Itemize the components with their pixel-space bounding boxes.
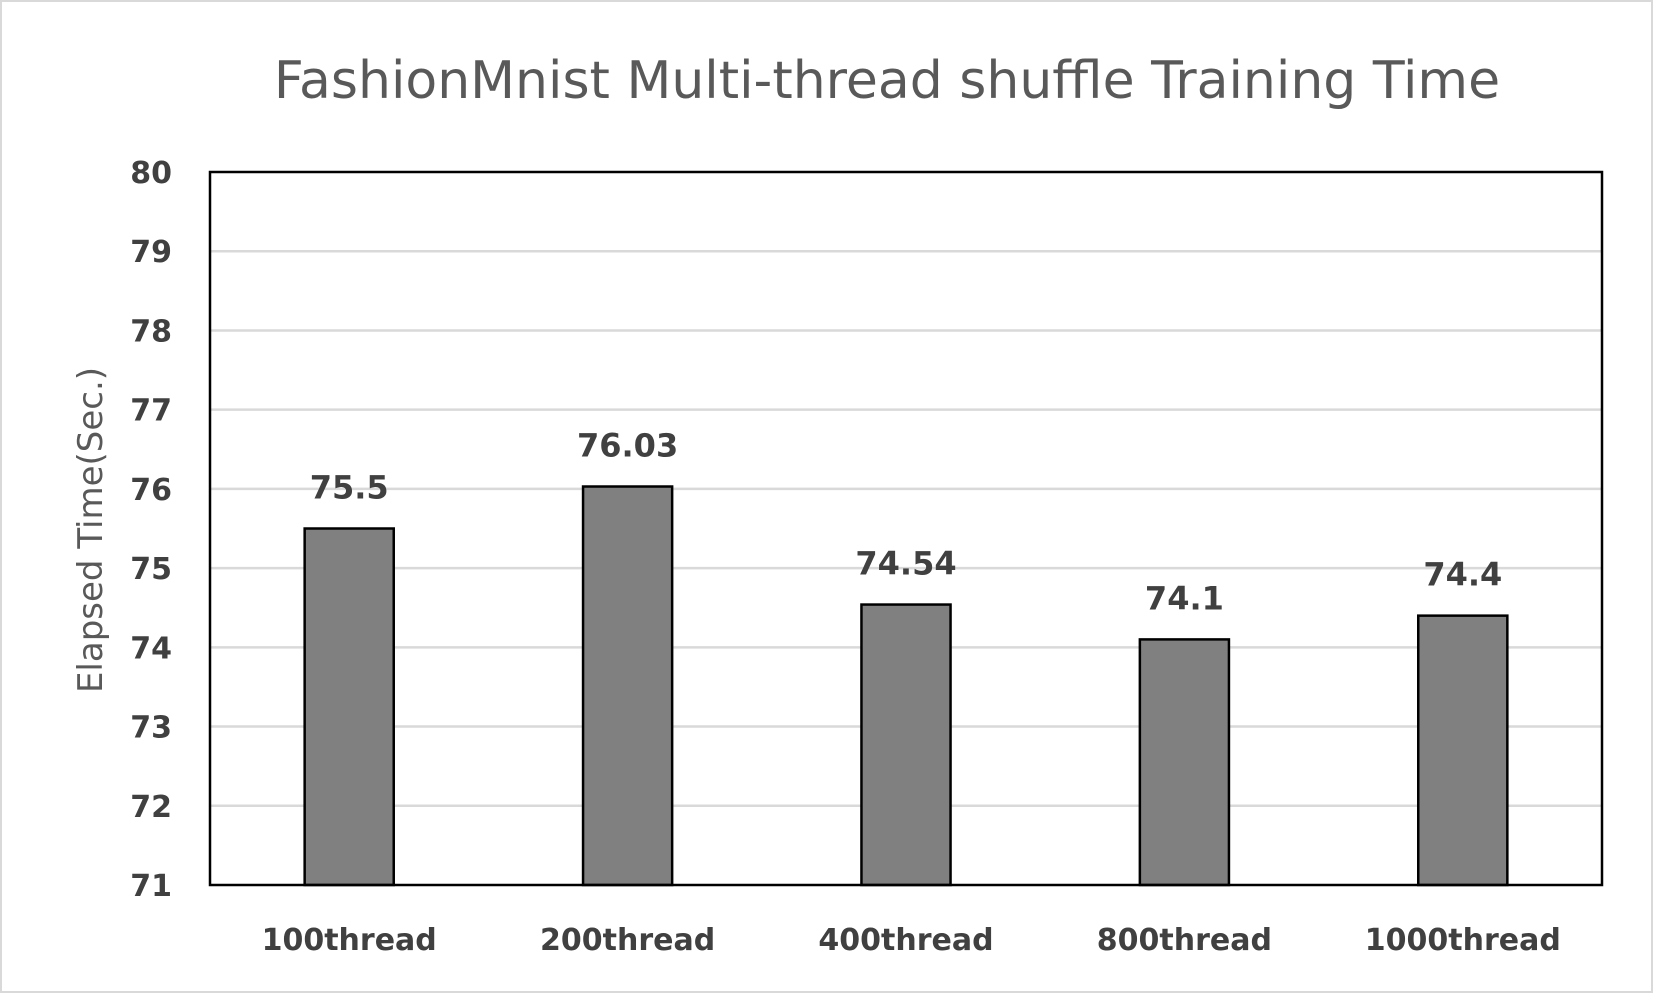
y-tick-label: 73 (130, 711, 172, 746)
y-tick-label: 74 (130, 631, 172, 666)
bar (1417, 614, 1509, 887)
y-tick-label: 77 (130, 394, 172, 429)
x-axis-ticks: 100thread 200thread 400thread 800thread 1000… (262, 923, 1561, 958)
y-tick-label: 75 (130, 552, 172, 587)
data-label: 76.03 (577, 427, 678, 465)
data-labels: 75.5 76.03 74.54 74.1 74.4 (310, 427, 1503, 618)
bar (581, 485, 674, 887)
data-label: 74.4 (1423, 556, 1502, 594)
data-label: 75.5 (310, 469, 389, 507)
x-tick-label: 200thread (540, 923, 715, 958)
y-tick-label: 78 (130, 314, 172, 349)
x-tick-label: 400thread (818, 923, 993, 958)
y-tick-label: 79 (130, 235, 172, 270)
bar (303, 527, 395, 887)
y-tick-label: 72 (130, 790, 172, 825)
plot-area-border (208, 170, 1604, 887)
y-tick-label: 76 (130, 473, 172, 508)
data-label: 74.54 (855, 545, 956, 583)
y-tick-label: 80 (130, 156, 172, 191)
x-tick-label: 800thread (1097, 923, 1272, 958)
y-axis-title: Elapsed Time(Sec.) (71, 367, 111, 693)
y-tick-label: 71 (130, 869, 172, 904)
data-label: 74.1 (1145, 579, 1224, 617)
bars (303, 485, 1509, 887)
x-tick-label: 100thread (262, 923, 437, 958)
bar (860, 603, 952, 887)
chart-title: FashionMnist Multi-thread shuffle Traini… (274, 51, 1500, 111)
bar (1138, 638, 1231, 887)
y-axis-ticks: 71 72 73 74 75 76 77 78 79 80 (130, 156, 172, 904)
x-tick-label: 1000thread (1365, 923, 1561, 958)
